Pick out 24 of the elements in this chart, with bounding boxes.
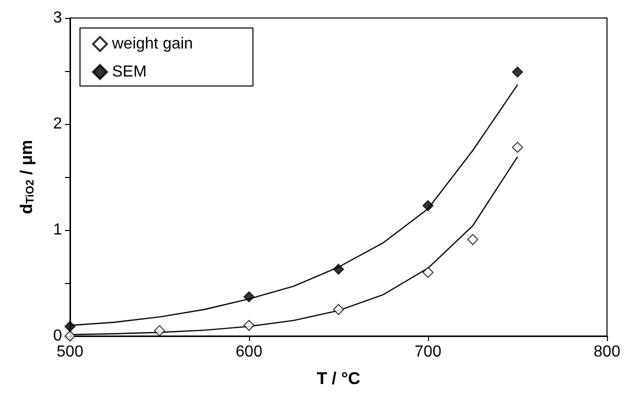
- x-tick-label: 600: [236, 344, 262, 360]
- point: [422, 200, 434, 212]
- x-axis-title: T / °C: [316, 369, 360, 388]
- y-tick-label: 0: [53, 328, 62, 344]
- point: [467, 234, 478, 246]
- point: [154, 325, 165, 336]
- x-tick-label: 800: [594, 344, 620, 360]
- x-tick-label: 500: [56, 344, 84, 360]
- point: [512, 66, 523, 78]
- y-tick-label: 2: [53, 116, 62, 132]
- point: [333, 264, 344, 275]
- legend-label: weight gain: [111, 36, 193, 52]
- y-tick-label: 1: [53, 222, 62, 238]
- point: [333, 304, 344, 315]
- point: [244, 320, 254, 331]
- point: [64, 330, 76, 342]
- legend-label: SEM: [112, 64, 147, 80]
- x-tick-label: 700: [414, 344, 442, 360]
- point: [512, 142, 523, 153]
- y-tick-label: 3: [53, 10, 62, 26]
- y-axis-title: dTiO2 / μm: [17, 140, 36, 214]
- point: [422, 266, 434, 278]
- point: [64, 320, 76, 332]
- point: [244, 291, 254, 302]
